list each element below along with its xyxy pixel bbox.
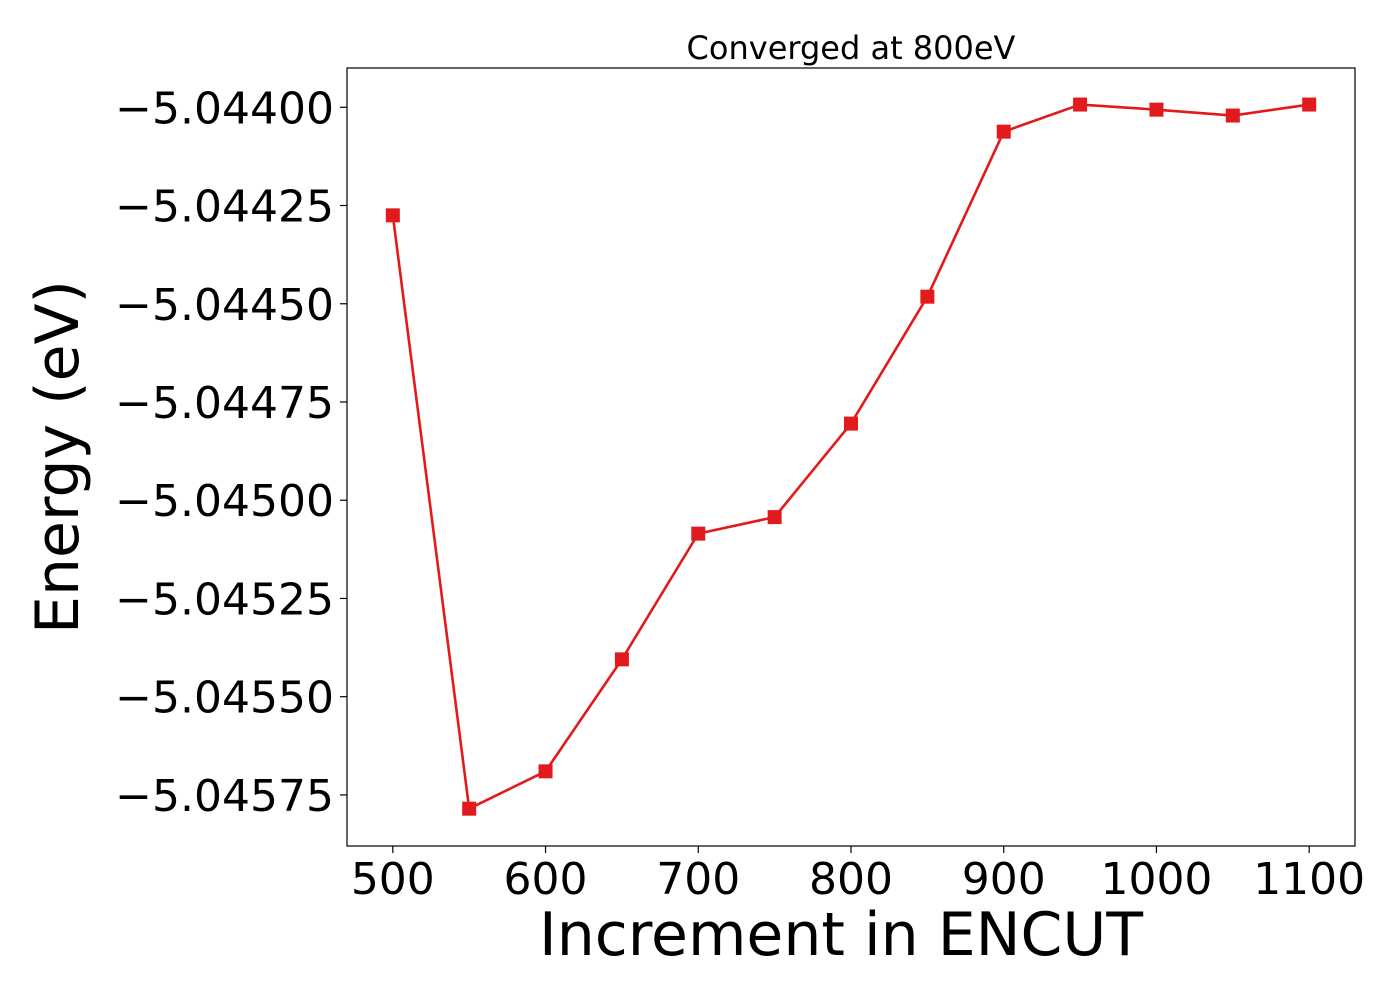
data-point-marker: [538, 764, 553, 779]
axes-frame: [346, 67, 1356, 847]
data-point-marker: [385, 208, 400, 223]
x-tick-label: 700: [656, 854, 740, 905]
x-axis-ticks: 500 600 700 800 900 1000 1100: [351, 846, 1365, 905]
data-point-marker: [1302, 97, 1317, 112]
data-point-marker: [920, 289, 935, 304]
y-tick-label: −5.04575: [115, 771, 334, 822]
x-tick-label: 800: [809, 854, 893, 905]
y-tick-label: −5.04475: [115, 378, 334, 429]
x-tick-label: 1000: [1100, 854, 1212, 905]
x-axis-label: Increment in ENCUT: [539, 900, 1143, 970]
data-point-marker: [1225, 108, 1240, 123]
data-point-marker: [1073, 97, 1088, 112]
data-point-marker: [691, 526, 706, 541]
series-line: [391, 103, 1310, 810]
plot-area: 500 600 700 800 900 1000 1100 −5.04400 −5.04425…: [115, 67, 1365, 905]
x-tick-label: 1100: [1253, 854, 1365, 905]
y-tick-label: −5.04450: [115, 280, 334, 331]
y-tick-label: −5.04500: [115, 476, 334, 527]
y-tick-label: −5.04400: [115, 83, 334, 134]
data-point-marker: [614, 652, 629, 667]
data-point-marker: [1149, 102, 1164, 117]
data-point-marker: [462, 801, 477, 816]
series-layer: [385, 97, 1317, 816]
y-axis-ticks: −5.04400 −5.04425 −5.04450 −5.04475 −5.04500…: [115, 83, 347, 822]
x-tick-label: 600: [504, 854, 588, 905]
y-tick-label: −5.04550: [115, 673, 334, 724]
y-axis-label: Energy (eV): [23, 280, 93, 634]
chart-title: Converged at 800eV: [687, 29, 1016, 67]
data-point-marker: [767, 510, 782, 525]
x-tick-label: 500: [351, 854, 435, 905]
data-point-marker: [996, 124, 1011, 139]
y-tick-label: −5.04425: [115, 182, 334, 233]
x-tick-label: 900: [962, 854, 1046, 905]
data-point-marker: [844, 416, 858, 431]
y-tick-label: −5.04525: [115, 574, 334, 625]
